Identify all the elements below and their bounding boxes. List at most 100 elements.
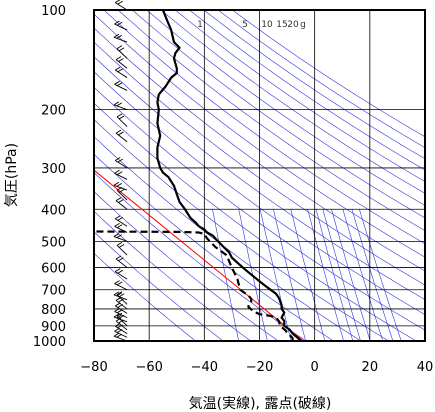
mixing-ratio-label: 20: [287, 20, 299, 30]
wind-barb: [113, 233, 128, 242]
mixing-ratio-line: [307, 209, 344, 341]
wind-barb-feather: [117, 68, 124, 73]
wind-barb: [114, 0, 128, 11]
wind-barb-staff: [114, 271, 128, 280]
wind-barb-feather: [113, 181, 120, 186]
dry-adiabat-line: [94, 56, 425, 300]
wind-barb-feather: [116, 234, 122, 238]
mixing-ratio-label: 1: [197, 20, 203, 30]
mixing-ratio-line: [351, 209, 394, 341]
grid-lines: [93, 9, 426, 342]
x-tick-label: 40: [417, 360, 434, 375]
dry-adiabat-line: [94, 86, 425, 331]
wind-barb-feather: [118, 131, 124, 136]
wind-barb-feather: [114, 222, 120, 227]
wind-barb-feather: [116, 224, 123, 229]
wind-barb-feather: [116, 291, 123, 296]
wind-barb-feather: [116, 82, 123, 87]
wind-barb-staff: [115, 299, 128, 310]
wind-barb-staff: [114, 218, 128, 227]
wind-barb: [113, 101, 128, 111]
wind-barb-staff: [114, 160, 128, 169]
dry-adiabat-line: [94, 102, 417, 341]
wind-barb: [113, 313, 128, 323]
wind-barb-feather: [113, 233, 120, 237]
wind-barb: [115, 56, 128, 69]
y-tick-label: 800: [41, 303, 66, 318]
wind-barb-feather: [117, 158, 124, 163]
wind-barb-staff: [113, 36, 128, 43]
wind-barb-staff: [113, 104, 128, 111]
wind-barb-feather: [116, 21, 123, 26]
wind-barb-feather: [116, 171, 123, 175]
temperature-line: [156, 10, 302, 341]
wind-barb: [115, 197, 128, 210]
wind-barb-feather: [117, 0, 124, 5]
x-tick-label: −80: [80, 360, 107, 375]
dry-adiabat-line: [175, 10, 425, 182]
dry-adiabat-line: [117, 10, 425, 232]
y-tick-label: 100: [41, 4, 66, 19]
y-axis-label: 気圧(hPa): [4, 143, 20, 207]
x-tick-label: −60: [135, 360, 162, 375]
mixing-ratio-line: [322, 209, 361, 341]
wind-barb-staff: [114, 2, 128, 11]
y-tick-label: 500: [41, 235, 66, 250]
wind-barb-feather: [116, 45, 123, 50]
wind-barb-staff: [115, 200, 128, 210]
wind-barb-staff: [113, 184, 128, 191]
wind-barb-feather: [117, 216, 124, 221]
x-axis-label: 気温(実線), 露点(破線): [189, 396, 332, 412]
mixing-ratio-line: [331, 209, 371, 341]
wind-barb-staff: [114, 225, 128, 233]
dry-adiabat-line: [217, 10, 425, 149]
dry-adiabat-line: [132, 10, 425, 219]
wind-barbs: [113, 0, 128, 342]
y-tick-label: 600: [41, 262, 66, 277]
dry-adiabat-line: [94, 153, 334, 341]
wind-barb-feather: [118, 257, 124, 262]
wind-barb-feather: [118, 293, 125, 298]
dry-adiabat-line: [103, 10, 425, 245]
wind-barb-feather: [113, 313, 120, 318]
wind-barb: [113, 33, 128, 43]
wind-barb-feather: [115, 129, 122, 134]
reference-line-group: [94, 169, 304, 341]
wind-barb-staff: [114, 83, 128, 91]
y-tick-label: 200: [41, 104, 66, 119]
wind-barb-feather: [116, 292, 122, 297]
series-group: [94, 10, 302, 341]
wind-barb: [114, 20, 128, 31]
wind-barb: [114, 157, 128, 169]
wind-barb-feather: [116, 182, 122, 187]
reference-line: [94, 169, 304, 341]
dry-adiabat-line: [232, 10, 425, 138]
wind-barb-feather: [113, 33, 120, 38]
wind-barb-feather: [116, 34, 122, 39]
dry-adiabat-line: [203, 10, 425, 160]
wind-barb: [114, 215, 128, 227]
wind-barb-feather: [114, 268, 121, 273]
wind-barb-feather: [116, 102, 122, 107]
y-tick-label: 400: [41, 203, 66, 218]
wind-barb: [114, 280, 128, 291]
wind-barb-staff: [114, 283, 128, 291]
mixing-ratio-label: 10: [261, 20, 273, 30]
wind-barb-feather: [114, 215, 121, 220]
dry-adiabat-line: [160, 10, 425, 194]
wind-barb-staff: [114, 69, 128, 78]
y-tick-label: 700: [41, 284, 66, 299]
wind-barb: [114, 268, 128, 280]
wind-barb-feather: [113, 332, 120, 337]
wind-barb-feather: [118, 244, 125, 248]
mixing-ratio-line: [342, 209, 384, 341]
wind-barb-staff: [114, 23, 128, 31]
wind-barb-feather: [114, 20, 120, 25]
wind-barb-staff: [114, 172, 128, 180]
wind-barb-feather: [114, 280, 120, 284]
wind-barb: [113, 291, 128, 301]
dry-adiabat-line: [94, 210, 251, 341]
wind-barb-feather: [117, 269, 124, 274]
wind-barb-feather: [115, 255, 122, 260]
